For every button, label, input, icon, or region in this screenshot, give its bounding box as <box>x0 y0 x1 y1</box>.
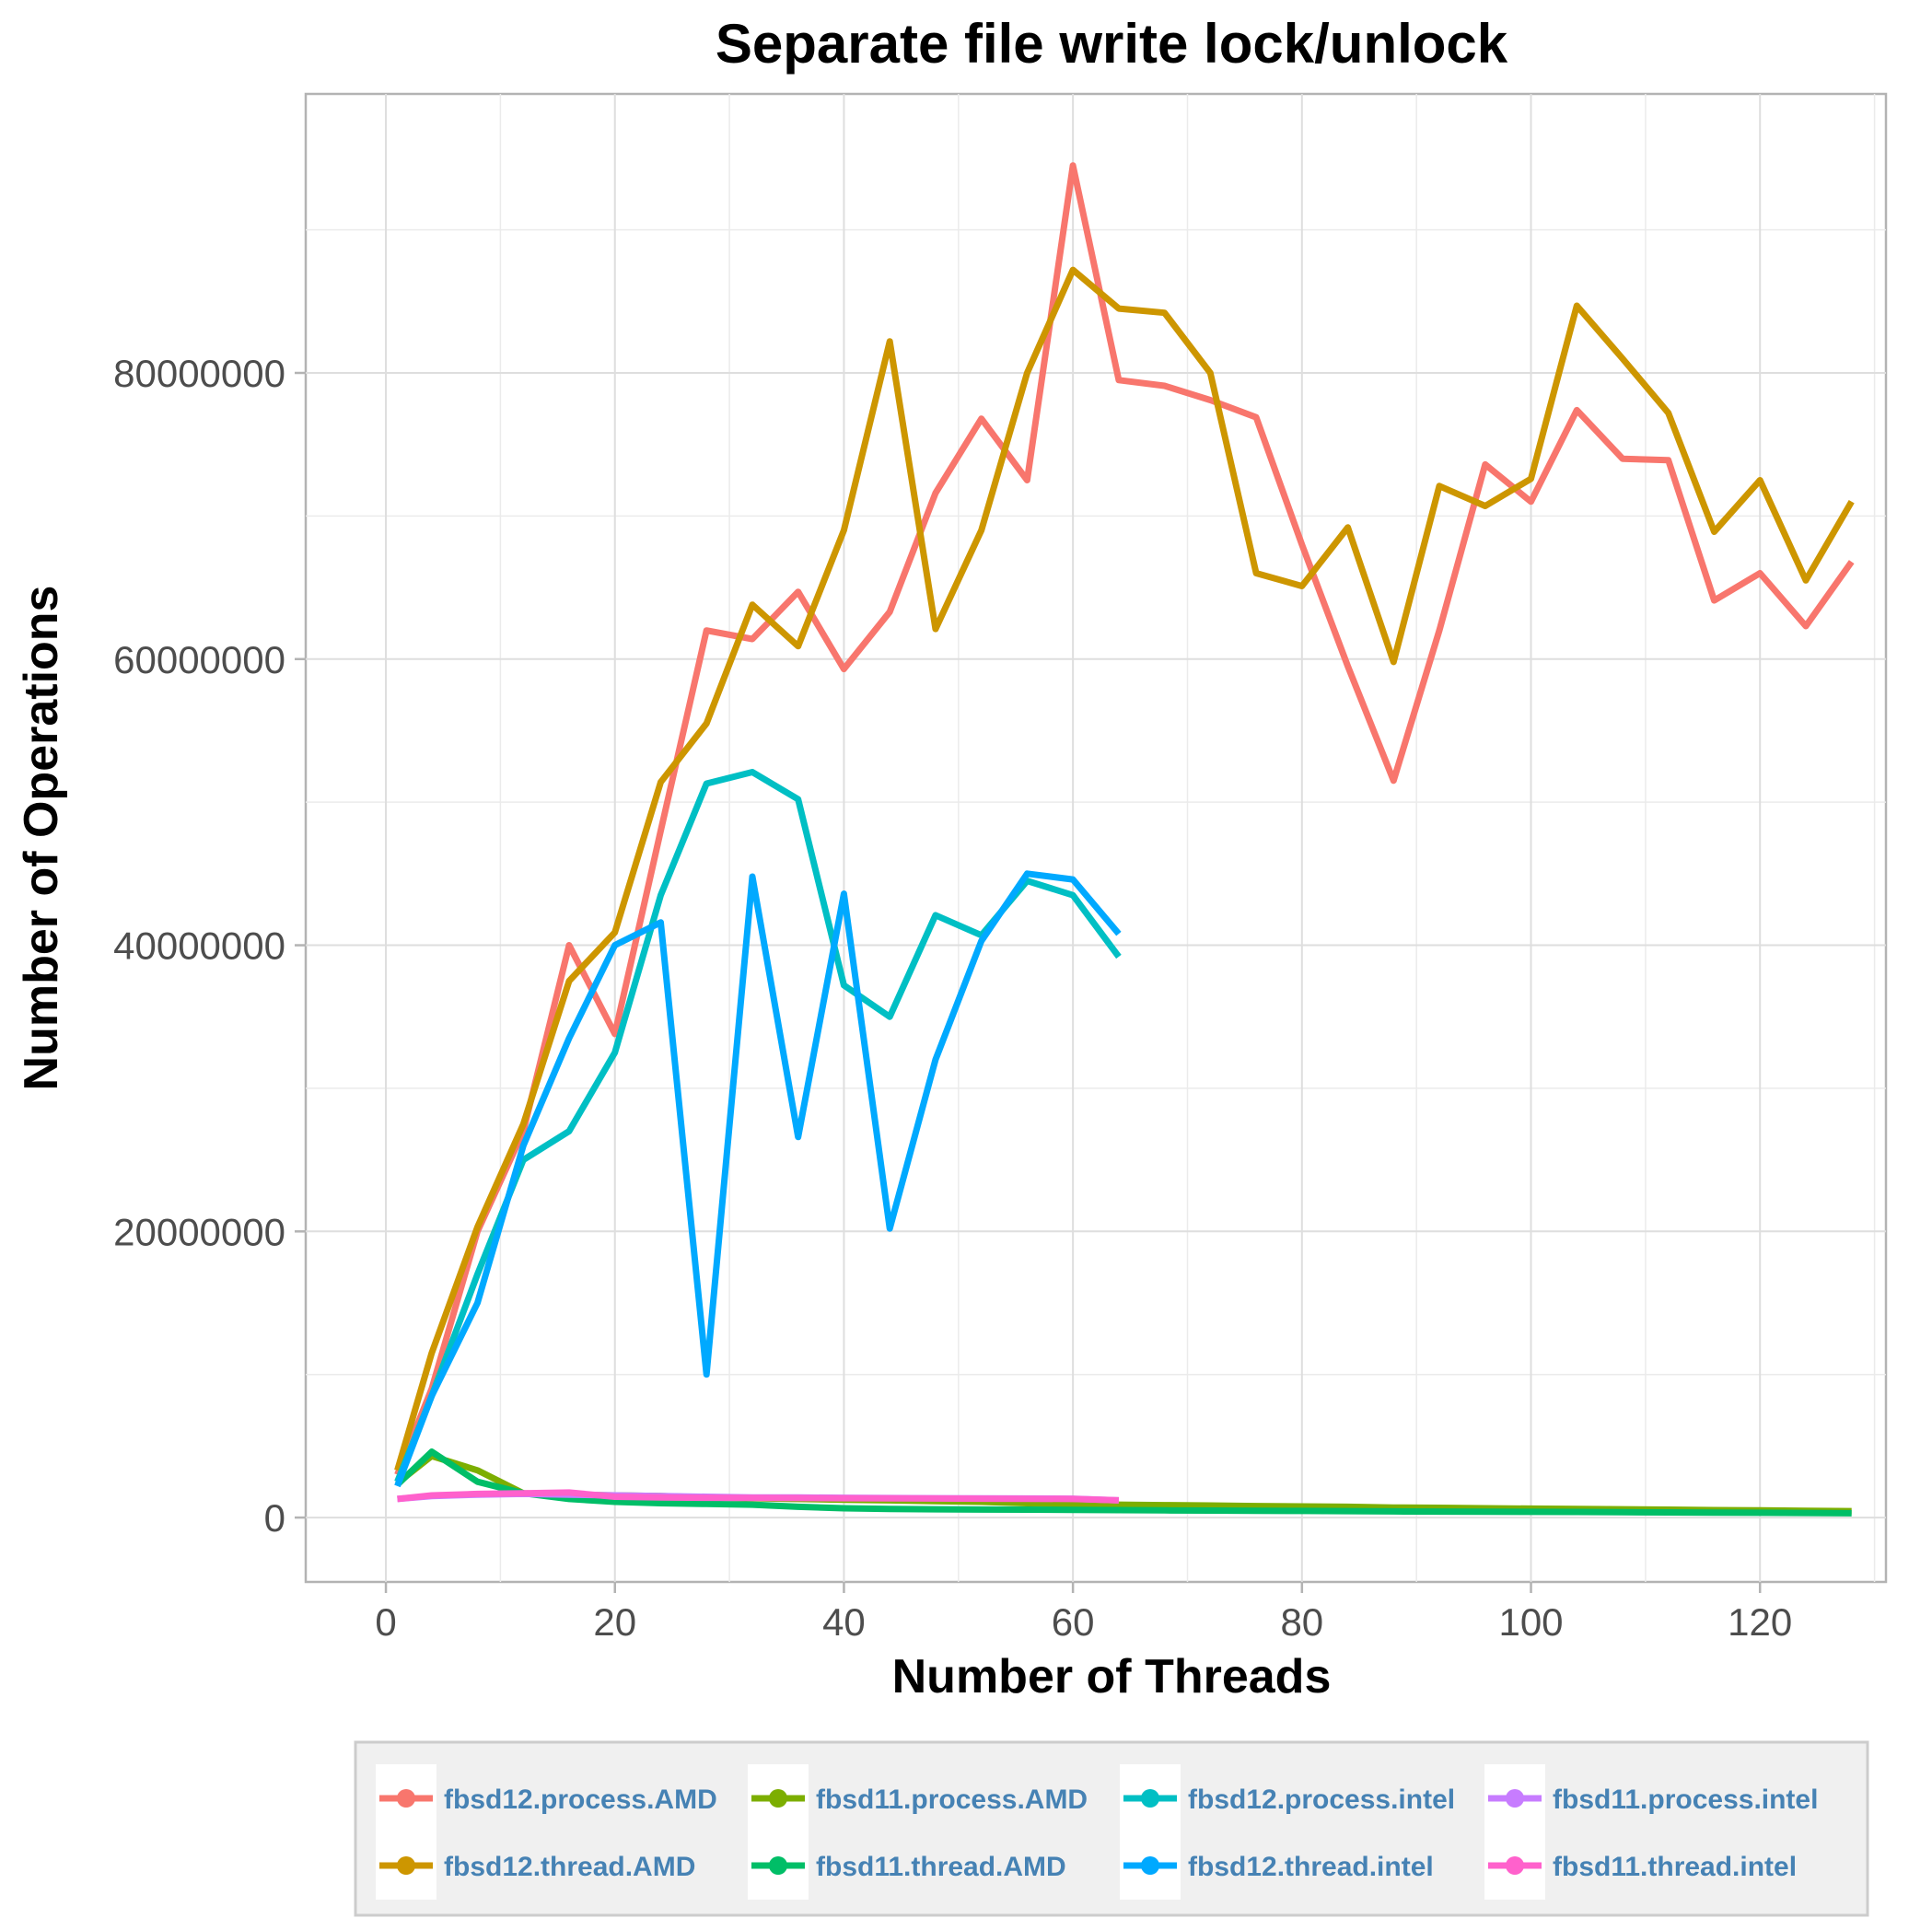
x-tick-label: 40 <box>822 1600 866 1644</box>
legend-label-fbsd12-thread-intel: fbsd12.thread.intel <box>1188 1852 1434 1882</box>
series-line-fbsd11-thread-intel <box>397 1489 1120 1504</box>
x-axis-ticks: 0 20 40 60 80 100 120 <box>375 1582 1792 1644</box>
plot-panel <box>304 92 1888 1584</box>
legend-key-point-fbsd12-process-intel <box>1141 1789 1159 1808</box>
legend-label-fbsd11-process-intel: fbsd11.process.intel <box>1553 1785 1818 1815</box>
legend-key-point-fbsd11-process-intel <box>1506 1789 1524 1808</box>
legend: fbsd12.process.AMD fbsd11.process.AMD fbsd… <box>354 1740 1869 1917</box>
legend-key-point-fbsd11-thread-amd <box>769 1856 787 1875</box>
legend-label-fbsd12-process-amd: fbsd12.process.AMD <box>444 1785 717 1815</box>
legend-label-fbsd11-thread-amd: fbsd11.thread.AMD <box>816 1852 1066 1882</box>
x-tick-label: 120 <box>1728 1600 1792 1644</box>
x-tick-label: 20 <box>593 1600 636 1644</box>
y-axis-title: Number of Operations <box>15 586 68 1091</box>
legend-label-fbsd12-process-intel: fbsd12.process.intel <box>1188 1785 1455 1815</box>
legend-label-fbsd12-thread-amd: fbsd12.thread.AMD <box>444 1852 695 1882</box>
x-tick-label: 60 <box>1052 1600 1095 1644</box>
series-line-fbsd11-thread-amd <box>395 1448 1852 1517</box>
legend-label-fbsd11-thread-intel: fbsd11.thread.intel <box>1553 1852 1797 1882</box>
y-tick-label: 40000000 <box>113 924 285 968</box>
series-layer <box>394 162 1855 1517</box>
y-tick-label: 0 <box>264 1496 285 1540</box>
x-axis-title: Number of Threads <box>892 1650 1332 1703</box>
legend-label-fbsd11-process-amd: fbsd11.process.AMD <box>816 1785 1088 1815</box>
x-tick-label: 0 <box>375 1600 396 1644</box>
grid-minor <box>306 94 1886 1582</box>
legend-key-point-fbsd12-process-amd <box>397 1789 415 1808</box>
chart-title: Separate file write lock/unlock <box>716 13 1508 75</box>
y-tick-label: 80000000 <box>113 352 285 395</box>
series-line-fbsd12-thread-amd <box>394 266 1855 1471</box>
x-tick-label: 80 <box>1280 1600 1323 1644</box>
legend-key-point-fbsd12-thread-intel <box>1141 1856 1159 1875</box>
y-tick-label: 20000000 <box>113 1210 285 1253</box>
legend-key-point-fbsd12-thread-amd <box>397 1856 415 1875</box>
series-line-fbsd12-thread-intel <box>394 870 1122 1488</box>
legend-key-point-fbsd11-process-amd <box>769 1789 787 1808</box>
y-tick-label: 60000000 <box>113 638 285 681</box>
y-axis-ticks: 0 20000000 40000000 60000000 80000000 <box>113 352 306 1540</box>
grid-major <box>306 94 1886 1582</box>
x-tick-label: 100 <box>1498 1600 1563 1644</box>
legend-key-point-fbsd11-thread-intel <box>1506 1856 1524 1875</box>
series-line-fbsd12-process-amd <box>394 162 1855 1476</box>
legend-box <box>354 1740 1869 1917</box>
